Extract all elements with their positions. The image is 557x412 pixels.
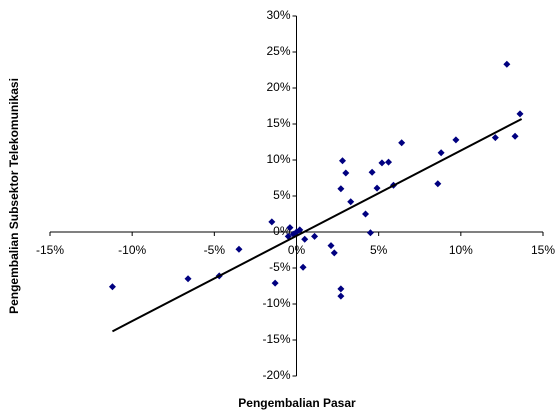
point	[491, 134, 499, 142]
point	[271, 279, 279, 287]
point	[385, 158, 393, 166]
point	[452, 136, 460, 144]
y-tick-label: 25%	[266, 44, 290, 58]
x-tick-label: 15%	[531, 243, 555, 257]
y-axis-title: Pengembalian Subsektor Telekomunikasi	[7, 78, 21, 314]
point	[516, 110, 524, 118]
y-tick-label: 0%	[273, 224, 291, 238]
point	[342, 169, 350, 177]
point	[337, 185, 345, 193]
point	[330, 249, 338, 257]
y-tick-label: 20%	[266, 80, 290, 94]
y-tick-label: 10%	[266, 152, 290, 166]
point	[366, 229, 374, 237]
point	[327, 242, 335, 250]
point	[398, 139, 406, 147]
x-tick-label: 0%	[288, 243, 306, 257]
point	[268, 218, 276, 226]
x-tick-label: -15%	[36, 243, 64, 257]
y-tick-label: -5%	[269, 260, 291, 274]
point	[296, 226, 304, 234]
point	[108, 283, 116, 291]
point	[184, 275, 192, 283]
y-tick-label: -15%	[262, 332, 290, 346]
point	[286, 224, 294, 232]
point	[373, 184, 381, 192]
y-tick-label: 5%	[273, 188, 291, 202]
x-tick-label: 10%	[449, 243, 473, 257]
trendline	[111, 118, 523, 333]
y-tick-label: 30%	[266, 8, 290, 22]
point	[311, 232, 319, 240]
point	[301, 235, 309, 243]
point	[235, 245, 243, 253]
point	[378, 159, 386, 167]
y-tick-label: -20%	[262, 368, 290, 382]
point	[503, 60, 511, 68]
point	[337, 292, 345, 300]
point	[511, 132, 519, 140]
x-tick-label: -10%	[118, 243, 146, 257]
point	[337, 285, 345, 293]
point	[299, 263, 307, 271]
point	[347, 198, 355, 206]
x-axis-title: Pengembalian Pasar	[238, 396, 356, 410]
point	[368, 168, 376, 176]
y-tick-label: 15%	[266, 116, 290, 130]
x-tick-label: -5%	[204, 243, 226, 257]
point	[437, 149, 445, 157]
point	[339, 157, 347, 165]
point	[434, 180, 442, 188]
y-tick-label: -10%	[262, 296, 290, 310]
point	[362, 210, 370, 218]
x-tick-label: 5%	[370, 243, 388, 257]
